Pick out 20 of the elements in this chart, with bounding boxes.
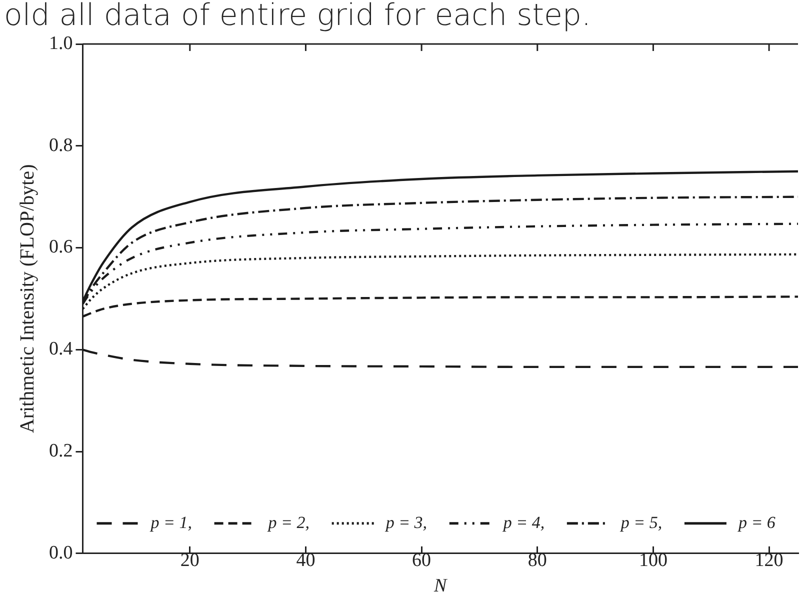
x-tick-label: 60 [412,550,432,571]
legend-label: p = 3, [384,512,428,532]
y-tick-label: 0.2 [49,440,73,462]
text: old all data of entire grid for each step. [4,0,592,33]
y-tick-label: 1.0 [49,32,73,54]
legend-label: p = 5, [620,512,662,532]
y-tick-label: 0.4 [49,338,74,360]
legend-label: p = 2, [267,512,310,532]
legend-label: p = 1, [150,512,192,532]
legend-label: p = 4, [502,512,545,532]
y-tick-label: 0.0 [49,542,73,564]
y-tick-label: 0.6 [49,236,73,258]
x-tick-label: 80 [528,550,547,571]
y-axis-title: Arithmetic Intensity (FLOP/byte) [16,164,38,434]
x-tick-label: 100 [638,550,668,571]
x-axis-title: N [433,576,448,597]
x-tick-label: 40 [296,550,316,571]
y-tick-label: 0.8 [49,134,73,156]
legend-label: p = 6 [737,512,776,532]
x-tick-label: 120 [754,550,784,571]
